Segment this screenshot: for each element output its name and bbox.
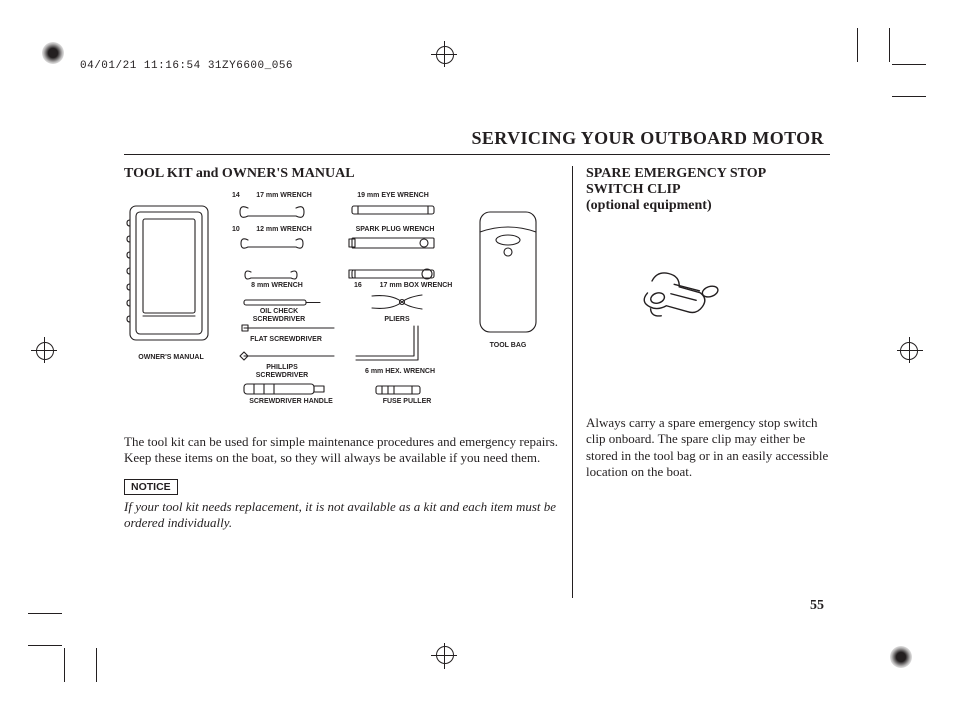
print-stamp: 04/01/21 11:16:54 31ZY6600_056 bbox=[80, 60, 293, 72]
lbl-fusepuller: FUSE PULLER bbox=[372, 398, 442, 405]
reg-right-h bbox=[897, 350, 923, 351]
lbl-pliers: PLIERS bbox=[372, 316, 422, 323]
lbl-phillips1: PHILLIPS bbox=[242, 364, 322, 371]
lbl-flatsd: FLAT SCREWDRIVER bbox=[236, 336, 336, 343]
manual-page: 04/01/21 11:16:54 31ZY6600_056 SERVICING… bbox=[0, 0, 954, 710]
reg-top bbox=[436, 46, 454, 64]
reg-bottom-v bbox=[444, 643, 445, 669]
lbl-12: 12 mm WRENCH bbox=[248, 226, 320, 233]
lbl-oilcheck1: OIL CHECK bbox=[244, 308, 314, 315]
page-title: SERVICING YOUR OUTBOARD MOTOR bbox=[471, 128, 824, 149]
lbl-17-top: 17 mm WRENCH bbox=[248, 192, 320, 199]
crop-tr-h bbox=[892, 96, 926, 97]
lbl-owners-manual: OWNER'S MANUAL bbox=[128, 354, 214, 361]
lbl-16: 16 bbox=[354, 282, 362, 289]
lbl-sparkplug: SPARK PLUG WRENCH bbox=[345, 226, 445, 233]
page-number: 55 bbox=[810, 598, 824, 614]
lbl-10: 10 bbox=[232, 226, 240, 233]
title-rule bbox=[124, 154, 830, 155]
crop-tr-v2 bbox=[889, 28, 890, 62]
notice-box: NOTICE bbox=[124, 479, 178, 495]
right-heading-3: (optional equipment) bbox=[586, 198, 830, 214]
reg-left bbox=[36, 342, 54, 360]
lbl-8: 8 mm WRENCH bbox=[242, 282, 312, 289]
tool-kit-diagram: OWNER'S MANUAL 14 17 mm WRENCH 19 mm EYE… bbox=[124, 188, 562, 428]
lbl-toolbag: TOOL BAG bbox=[478, 342, 538, 349]
crop-bl-h2 bbox=[28, 645, 62, 646]
crop-tr-v bbox=[857, 28, 858, 62]
crop-bl-h bbox=[28, 613, 62, 614]
lbl-phillips2: SCREWDRIVER bbox=[242, 372, 322, 379]
reg-top-v bbox=[444, 41, 445, 67]
crop-tr-h2 bbox=[892, 64, 926, 65]
left-heading: TOOL KIT and OWNER'S MANUAL bbox=[124, 166, 562, 182]
lbl-14: 14 bbox=[232, 192, 240, 199]
clip-illustration bbox=[586, 220, 830, 390]
right-body: Always carry a spare emergency stop swit… bbox=[586, 415, 830, 480]
crop-bl-v2 bbox=[64, 648, 65, 682]
left-column: TOOL KIT and OWNER'S MANUAL bbox=[124, 166, 562, 531]
reg-right-v bbox=[909, 337, 910, 363]
right-heading-1: SPARE EMERGENCY STOP bbox=[586, 166, 830, 182]
reg-blob-tl bbox=[42, 42, 64, 64]
reg-left-v bbox=[44, 337, 45, 363]
lbl-hex6: 6 mm HEX. WRENCH bbox=[350, 368, 450, 375]
left-body: The tool kit can be used for simple main… bbox=[124, 434, 562, 467]
lbl-sdhandle: SCREWDRIVER HANDLE bbox=[236, 398, 346, 405]
diagram-svg bbox=[124, 188, 562, 428]
lbl-eye19: 19 mm EYE WRENCH bbox=[345, 192, 441, 199]
lbl-box17: 17 mm BOX WRENCH bbox=[368, 282, 464, 289]
right-heading-2: SWITCH CLIP bbox=[586, 182, 830, 198]
lbl-oilcheck2: SCREWDRIVER bbox=[244, 316, 314, 323]
column-divider bbox=[572, 166, 573, 598]
notice-text: If your tool kit needs replacement, it i… bbox=[124, 499, 562, 532]
reg-blob-br bbox=[890, 646, 912, 668]
right-column: SPARE EMERGENCY STOP SWITCH CLIP (option… bbox=[586, 166, 830, 480]
crop-bl-v bbox=[96, 648, 97, 682]
